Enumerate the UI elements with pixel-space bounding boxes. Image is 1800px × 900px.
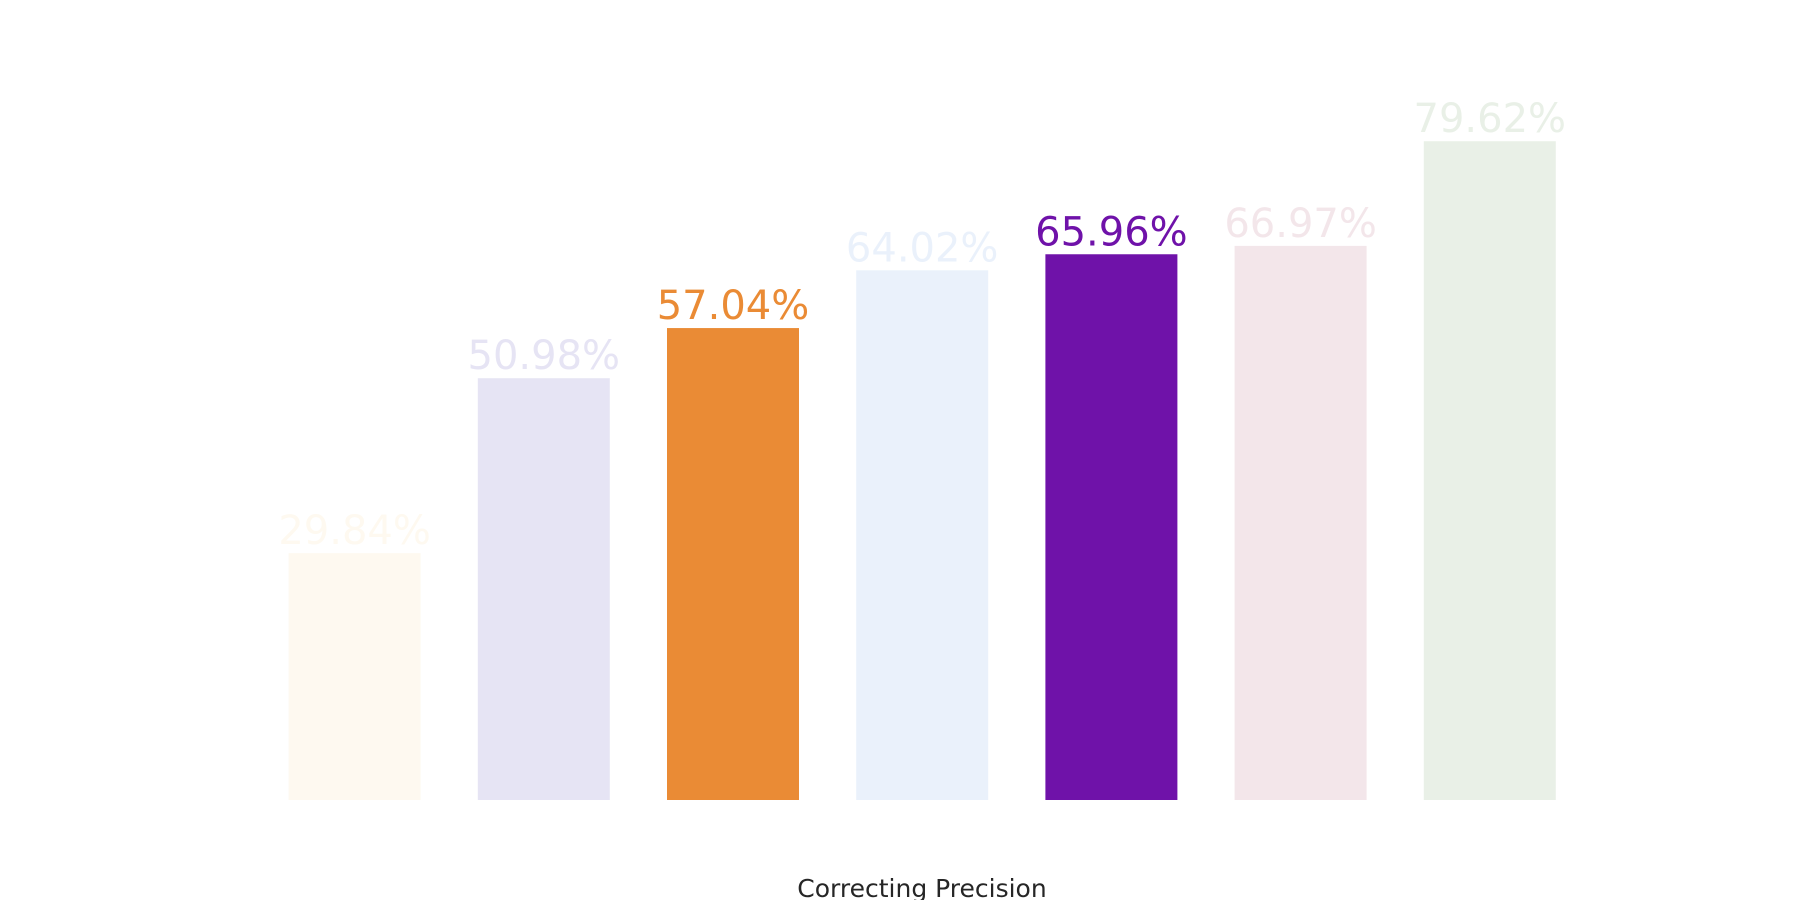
- value-label: 57.04%: [657, 283, 810, 329]
- bar: [1045, 254, 1178, 800]
- bar: [856, 270, 989, 801]
- bar: [1423, 141, 1556, 801]
- value-label: 79.62%: [1414, 96, 1567, 142]
- bar: [1234, 245, 1367, 801]
- value-label: 50.98%: [468, 333, 621, 379]
- value-label: 64.02%: [846, 225, 999, 271]
- x-axis-label: Correcting Precision: [797, 874, 1046, 900]
- bar: [288, 553, 421, 800]
- bar: [477, 378, 610, 800]
- value-label: 65.96%: [1035, 209, 1188, 255]
- bar: [667, 328, 799, 800]
- value-label: 29.84%: [278, 508, 431, 554]
- value-label: 66.97%: [1224, 201, 1377, 247]
